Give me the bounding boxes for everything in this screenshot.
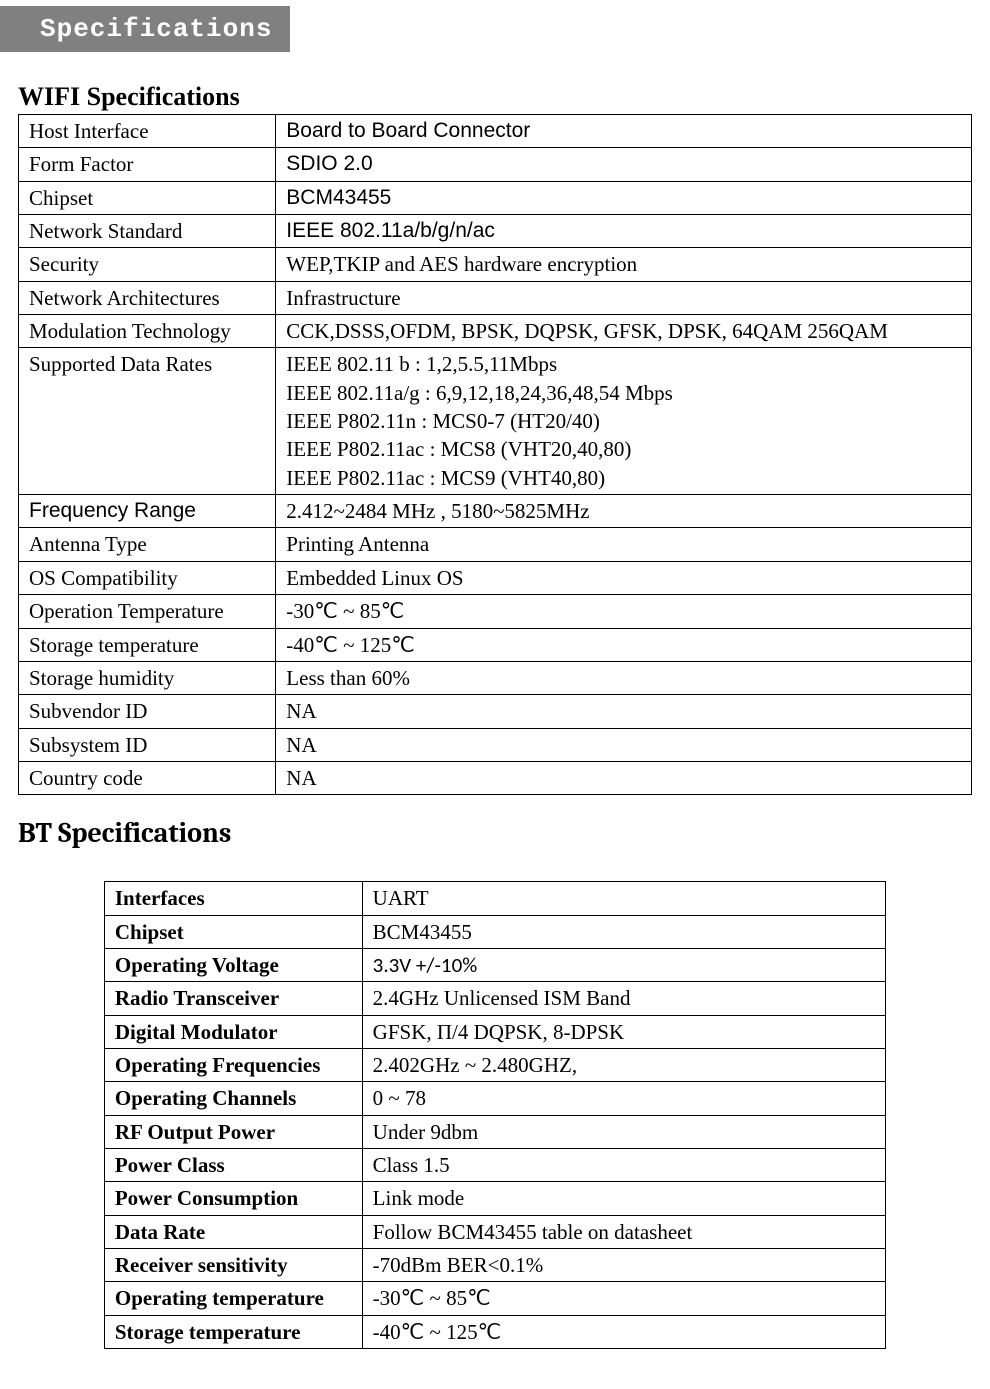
spec-value: NA [276, 695, 972, 728]
spec-value: Under 9dbm [362, 1115, 885, 1148]
table-row: Host InterfaceBoard to Board Connector [19, 115, 972, 148]
spec-label: Radio Transceiver [104, 982, 362, 1015]
table-row: SecurityWEP,TKIP and AES hardware encryp… [19, 248, 972, 281]
table-row: RF Output PowerUnder 9dbm [104, 1115, 885, 1148]
table-row: Operating Voltage3.3V +/-10% [104, 948, 885, 981]
spec-label: Operation Temperature [19, 595, 276, 628]
spec-value: Infrastructure [276, 281, 972, 314]
table-row: Operation Temperature-30℃ ~ 85℃ [19, 595, 972, 628]
table-row: Subsystem IDNA [19, 728, 972, 761]
spec-value: UART [362, 882, 885, 915]
spec-label: Modulation Technology [19, 315, 276, 348]
spec-value: Board to Board Connector [276, 115, 972, 148]
table-row: Operating Channels0 ~ 78 [104, 1082, 885, 1115]
spec-label: Subvendor ID [19, 695, 276, 728]
table-row: Subvendor IDNA [19, 695, 972, 728]
spec-value: BCM43455 [276, 181, 972, 214]
table-row: Data RateFollow BCM43455 table on datash… [104, 1215, 885, 1248]
wifi-section-title: WIFI Specifications [18, 82, 972, 112]
spec-label: Chipset [104, 915, 362, 948]
spec-label: Storage temperature [19, 628, 276, 661]
spec-label: Network Architectures [19, 281, 276, 314]
table-row: Operating Frequencies2.402GHz ~ 2.480GHZ… [104, 1048, 885, 1081]
table-row: Receiver sensitivity-70dBm BER<0.1% [104, 1249, 885, 1282]
spec-value: -40℃ ~ 125℃ [276, 628, 972, 661]
spec-value: -30℃ ~ 85℃ [362, 1282, 885, 1315]
spec-label: RF Output Power [104, 1115, 362, 1148]
spec-value: -70dBm BER<0.1% [362, 1249, 885, 1282]
spec-value: Printing Antenna [276, 528, 972, 561]
page-content: WIFI Specifications Host InterfaceBoard … [0, 52, 990, 1389]
bt-section-title: BT Specifications [18, 817, 972, 849]
spec-value: WEP,TKIP and AES hardware encryption [276, 248, 972, 281]
spec-label: Network Standard [19, 215, 276, 248]
spec-label: Frequency Range [19, 495, 276, 528]
spec-label: Host Interface [19, 115, 276, 148]
spec-value: Class 1.5 [362, 1148, 885, 1181]
page-tab-header: Specifications [0, 6, 290, 52]
table-row: Radio Transceiver2.4GHz Unlicensed ISM B… [104, 982, 885, 1015]
spec-value: 0 ~ 78 [362, 1082, 885, 1115]
table-row: Storage temperature-40℃ ~ 125℃ [19, 628, 972, 661]
table-row: Network StandardIEEE 802.11a/b/g/n/ac [19, 215, 972, 248]
spec-value: NA [276, 761, 972, 794]
spec-value: 3.3V +/-10% [362, 948, 885, 981]
spec-value: -30℃ ~ 85℃ [276, 595, 972, 628]
table-row: Power ConsumptionLink mode [104, 1182, 885, 1215]
spec-value: 2.402GHz ~ 2.480GHZ, [362, 1048, 885, 1081]
spec-label: Supported Data Rates [19, 348, 276, 495]
spec-label: Power Consumption [104, 1182, 362, 1215]
table-row: Storage humidityLess than 60% [19, 661, 972, 694]
table-row: OS CompatibilityEmbedded Linux OS [19, 561, 972, 594]
spec-value: CCK,DSSS,OFDM, BPSK, DQPSK, GFSK, DPSK, … [276, 315, 972, 348]
spec-label: Operating Voltage [104, 948, 362, 981]
spec-value: 2.4GHz Unlicensed ISM Band [362, 982, 885, 1015]
table-row: Storage temperature-40℃ ~ 125℃ [104, 1315, 885, 1348]
table-row: Supported Data RatesIEEE 802.11 b : 1,2,… [19, 348, 972, 495]
spec-value: SDIO 2.0 [276, 148, 972, 181]
spec-label: Interfaces [104, 882, 362, 915]
spec-label: Security [19, 248, 276, 281]
spec-label: Power Class [104, 1148, 362, 1181]
bt-spec-table: InterfacesUARTChipsetBCM43455Operating V… [104, 881, 886, 1349]
table-row: Operating temperature-30℃ ~ 85℃ [104, 1282, 885, 1315]
spec-value: IEEE 802.11 b : 1,2,5.5,11Mbps IEEE 802.… [276, 348, 972, 495]
spec-label: Operating Frequencies [104, 1048, 362, 1081]
spec-value: GFSK, Π/4 DQPSK, 8-DPSK [362, 1015, 885, 1048]
spec-value: IEEE 802.11a/b/g/n/ac [276, 215, 972, 248]
spec-value: Link mode [362, 1182, 885, 1215]
spec-value: BCM43455 [362, 915, 885, 948]
spec-label: Receiver sensitivity [104, 1249, 362, 1282]
table-row: InterfacesUART [104, 882, 885, 915]
wifi-spec-table: Host InterfaceBoard to Board ConnectorFo… [18, 114, 972, 795]
spec-value: Embedded Linux OS [276, 561, 972, 594]
spec-label: Storage humidity [19, 661, 276, 694]
table-row: Frequency Range2.412~2484 MHz , 5180~582… [19, 495, 972, 528]
table-row: Country codeNA [19, 761, 972, 794]
spec-label: Subsystem ID [19, 728, 276, 761]
spec-label: OS Compatibility [19, 561, 276, 594]
table-row: Modulation TechnologyCCK,DSSS,OFDM, BPSK… [19, 315, 972, 348]
spec-label: Data Rate [104, 1215, 362, 1248]
table-row: Form FactorSDIO 2.0 [19, 148, 972, 181]
table-row: Digital ModulatorGFSK, Π/4 DQPSK, 8-DPSK [104, 1015, 885, 1048]
spec-label: Country code [19, 761, 276, 794]
spec-value: Less than 60% [276, 661, 972, 694]
spec-value: 2.412~2484 MHz , 5180~5825MHz [276, 495, 972, 528]
table-row: Power ClassClass 1.5 [104, 1148, 885, 1181]
spec-label: Chipset [19, 181, 276, 214]
spec-label: Antenna Type [19, 528, 276, 561]
spec-label: Operating Channels [104, 1082, 362, 1115]
spec-value: -40℃ ~ 125℃ [362, 1315, 885, 1348]
spec-label: Operating temperature [104, 1282, 362, 1315]
table-row: ChipsetBCM43455 [19, 181, 972, 214]
spec-value: Follow BCM43455 table on datasheet [362, 1215, 885, 1248]
spec-label: Storage temperature [104, 1315, 362, 1348]
spec-label: Form Factor [19, 148, 276, 181]
table-row: Antenna TypePrinting Antenna [19, 528, 972, 561]
spec-label: Digital Modulator [104, 1015, 362, 1048]
table-row: Network ArchitecturesInfrastructure [19, 281, 972, 314]
spec-value: NA [276, 728, 972, 761]
table-row: ChipsetBCM43455 [104, 915, 885, 948]
